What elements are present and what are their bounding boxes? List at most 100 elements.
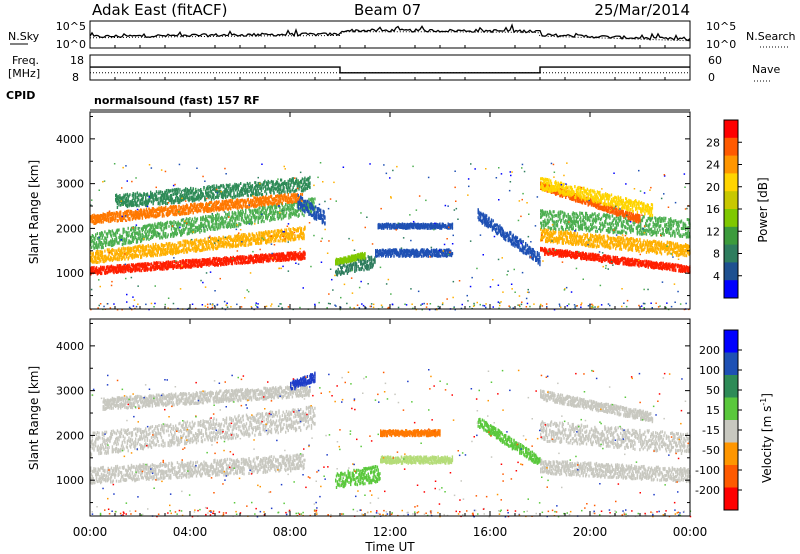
echo-cell — [255, 189, 258, 193]
echo-cell — [95, 260, 98, 264]
echo-cell — [169, 262, 171, 266]
echo-cell — [205, 261, 207, 264]
echo-cell — [172, 251, 174, 255]
echo-cell — [256, 237, 259, 241]
echo-cell — [173, 222, 175, 226]
echo-cell — [194, 240, 196, 244]
echo-cell — [134, 253, 136, 257]
echo-cell — [202, 203, 204, 207]
echo-cell — [260, 256, 263, 260]
echo-cell — [144, 249, 146, 253]
echo-cell — [214, 236, 216, 240]
echo-cell — [139, 267, 141, 271]
echo-cell — [191, 217, 194, 221]
echo-cell — [130, 210, 133, 214]
echo-cell — [252, 236, 254, 240]
echo-cell — [131, 256, 134, 260]
echo-cell — [256, 203, 259, 207]
echo-cell — [114, 252, 116, 256]
echo-cell — [128, 248, 130, 252]
echo-cell — [271, 234, 274, 238]
echo-cell — [94, 270, 96, 274]
echo-cell — [171, 248, 174, 252]
echo-cell — [93, 265, 95, 269]
echo-cell — [138, 249, 140, 253]
echo-cell — [223, 205, 225, 209]
echo-cell — [285, 254, 288, 258]
echo-cell — [129, 253, 131, 257]
echo-cell — [140, 193, 143, 197]
echo-cell — [96, 249, 99, 253]
echo-cell — [260, 241, 263, 245]
echo-cell — [266, 256, 269, 260]
echo-cell — [200, 264, 203, 268]
echo-cell — [122, 246, 124, 250]
echo-cell — [280, 199, 282, 203]
echo-cell — [90, 251, 92, 255]
echo-cell — [185, 248, 187, 252]
echo-cell — [113, 271, 115, 275]
echo-cell — [123, 264, 125, 268]
echo-cell — [207, 187, 209, 191]
echo-cell — [97, 252, 99, 256]
echo-cell — [175, 249, 178, 253]
echo-cell — [130, 249, 133, 253]
echo-cell — [145, 245, 147, 249]
echo-cell — [293, 251, 295, 254]
echo-cell — [200, 242, 202, 246]
echo-cell — [130, 268, 133, 271]
echo-cell — [116, 206, 119, 209]
echo-cell — [107, 257, 109, 261]
echo-cell — [103, 265, 105, 269]
echo-cell — [222, 220, 224, 224]
station-title: Adak East (fitACF) — [92, 1, 227, 19]
echo-cell — [290, 237, 292, 241]
echo-cell — [299, 232, 301, 236]
echo-cell — [225, 258, 228, 262]
echo-cell — [134, 255, 136, 259]
echo-cell — [145, 247, 148, 251]
echo-cell — [139, 269, 141, 273]
echo-cell — [173, 245, 175, 249]
echo-cell — [215, 261, 217, 265]
echo-cell — [244, 221, 246, 225]
echo-cell — [190, 248, 192, 252]
echo-cell — [170, 227, 173, 231]
echo-cell — [314, 197, 316, 201]
echo-cell — [213, 217, 215, 221]
echo-cell — [269, 219, 271, 223]
echo-cell — [156, 197, 159, 201]
echo-cell — [240, 182, 242, 185]
echo-cell — [112, 248, 114, 252]
echo-cell — [214, 201, 216, 205]
echo-cell — [156, 253, 159, 257]
echo-cell — [267, 257, 269, 261]
echo-cell — [257, 254, 259, 258]
echo-cell — [276, 258, 279, 262]
echo-cell — [240, 233, 243, 237]
echo-cell — [114, 256, 116, 260]
echo-cell — [211, 223, 214, 227]
echo-cell — [135, 247, 138, 251]
echo-cell — [209, 240, 211, 243]
echo-cell — [145, 265, 148, 269]
echo-cell — [130, 247, 133, 251]
echo-cell — [245, 241, 247, 245]
echo-cell — [138, 244, 140, 248]
echo-cell — [102, 220, 104, 224]
echo-cell — [239, 255, 241, 259]
echo-cell — [187, 263, 189, 267]
echo-cell — [208, 258, 210, 262]
echo-cell — [297, 253, 299, 257]
echo-cell — [242, 193, 244, 197]
echo-cell — [130, 270, 132, 274]
echo-cell — [127, 251, 129, 255]
echo-cell — [150, 200, 153, 204]
echo-cell — [155, 265, 157, 269]
echo-cell — [122, 231, 124, 235]
echo-cell — [212, 227, 214, 231]
echo-cell — [115, 215, 117, 219]
echo-cell — [215, 222, 218, 226]
echo-cell — [300, 253, 302, 257]
echo-cell — [133, 192, 135, 196]
